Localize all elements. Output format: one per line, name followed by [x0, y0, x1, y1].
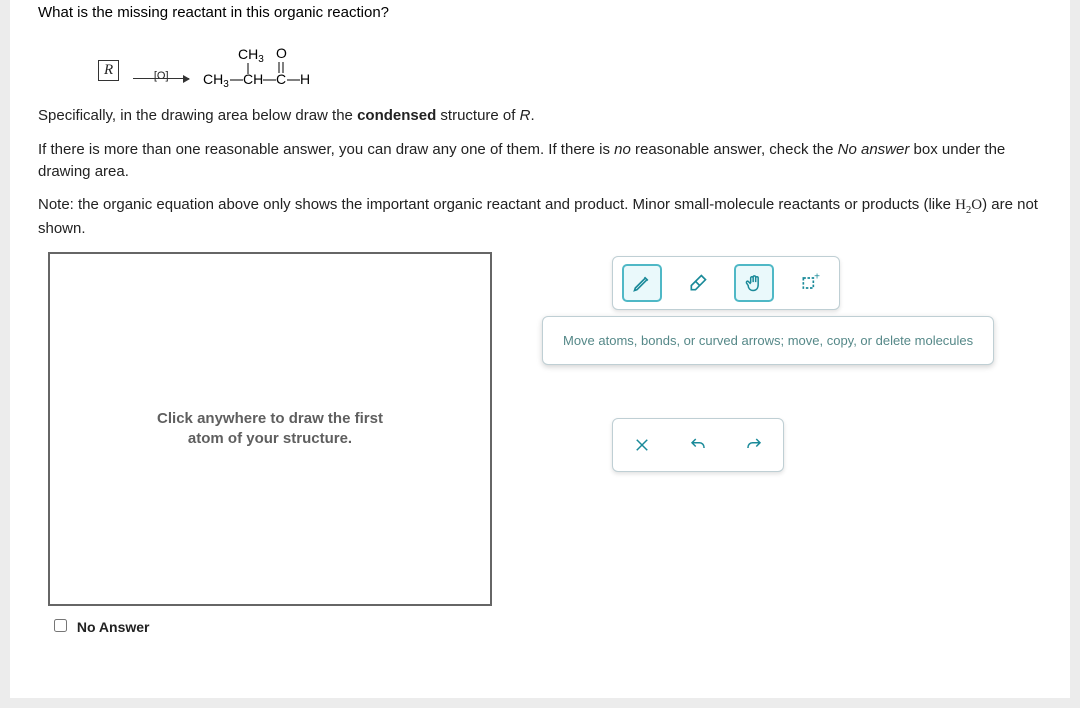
- no-answer-checkbox[interactable]: [54, 619, 67, 632]
- tool-row-top: +: [612, 256, 840, 310]
- tool-tooltip: Move atoms, bonds, or curved arrows; mov…: [542, 316, 994, 365]
- instr2-a: If there is more than one reasonable ans…: [38, 141, 614, 158]
- undo-button[interactable]: [679, 427, 717, 463]
- svg-text:+: +: [814, 273, 820, 283]
- eraser-tool[interactable]: [679, 265, 717, 301]
- no-answer-label: No Answer: [77, 619, 150, 635]
- no-answer-row: No Answer: [50, 616, 1042, 635]
- svg-text:C: C: [276, 71, 286, 87]
- svg-text:CH3: CH3: [238, 46, 264, 65]
- drawing-canvas[interactable]: Click anywhere to draw the first atom of…: [48, 252, 492, 606]
- canvas-placeholder: Click anywhere to draw the first atom of…: [157, 409, 383, 450]
- hand-tool[interactable]: [735, 265, 773, 301]
- instr1-ital: R: [520, 107, 531, 124]
- canvas-line1: Click anywhere to draw the first: [157, 410, 383, 427]
- redo-button[interactable]: [735, 427, 773, 463]
- svg-text:CH3: CH3: [203, 71, 229, 87]
- h2o-h: H: [955, 197, 966, 213]
- svg-text:H: H: [300, 71, 310, 87]
- instruction-1: Specifically, in the drawing area below …: [38, 105, 1042, 127]
- question-title: What is the missing reactant in this org…: [38, 0, 1042, 21]
- h2o-o: O: [971, 197, 982, 213]
- canvas-line2: atom of your structure.: [188, 430, 352, 447]
- instruction-2: If there is more than one reasonable ans…: [38, 139, 1042, 183]
- selection-tool[interactable]: +: [791, 265, 829, 301]
- reaction-arrow: [O]: [133, 66, 189, 79]
- instr1-post: structure of: [436, 107, 519, 124]
- instr1-pre: Specifically, in the drawing area below …: [38, 107, 357, 124]
- clear-button[interactable]: [623, 427, 661, 463]
- instr2-em: no: [614, 141, 631, 158]
- instr2-b: reasonable answer, check the: [631, 141, 838, 158]
- h2o-formula: H2O: [955, 197, 982, 213]
- pencil-tool[interactable]: [623, 265, 661, 301]
- instruction-3: Note: the organic equation above only sh…: [38, 194, 1042, 240]
- instr1-end: .: [530, 107, 534, 124]
- instr3-a: Note: the organic equation above only sh…: [38, 196, 955, 213]
- instr1-bold: condensed: [357, 107, 436, 124]
- reactant-r-box: R: [98, 60, 119, 81]
- instr2-em2: No answer: [838, 141, 910, 158]
- product-structure: CH3 O CH3 CH C H: [203, 45, 343, 85]
- tool-row-bottom: [612, 418, 784, 472]
- arrow-label: [O]: [133, 70, 189, 82]
- svg-text:CH: CH: [243, 71, 263, 87]
- reaction-scheme: R [O] CH3 O CH3 CH C H: [98, 39, 1042, 81]
- svg-text:O: O: [276, 45, 287, 61]
- tool-panel: + Move atoms, bonds, or curved arrows; m…: [612, 256, 840, 472]
